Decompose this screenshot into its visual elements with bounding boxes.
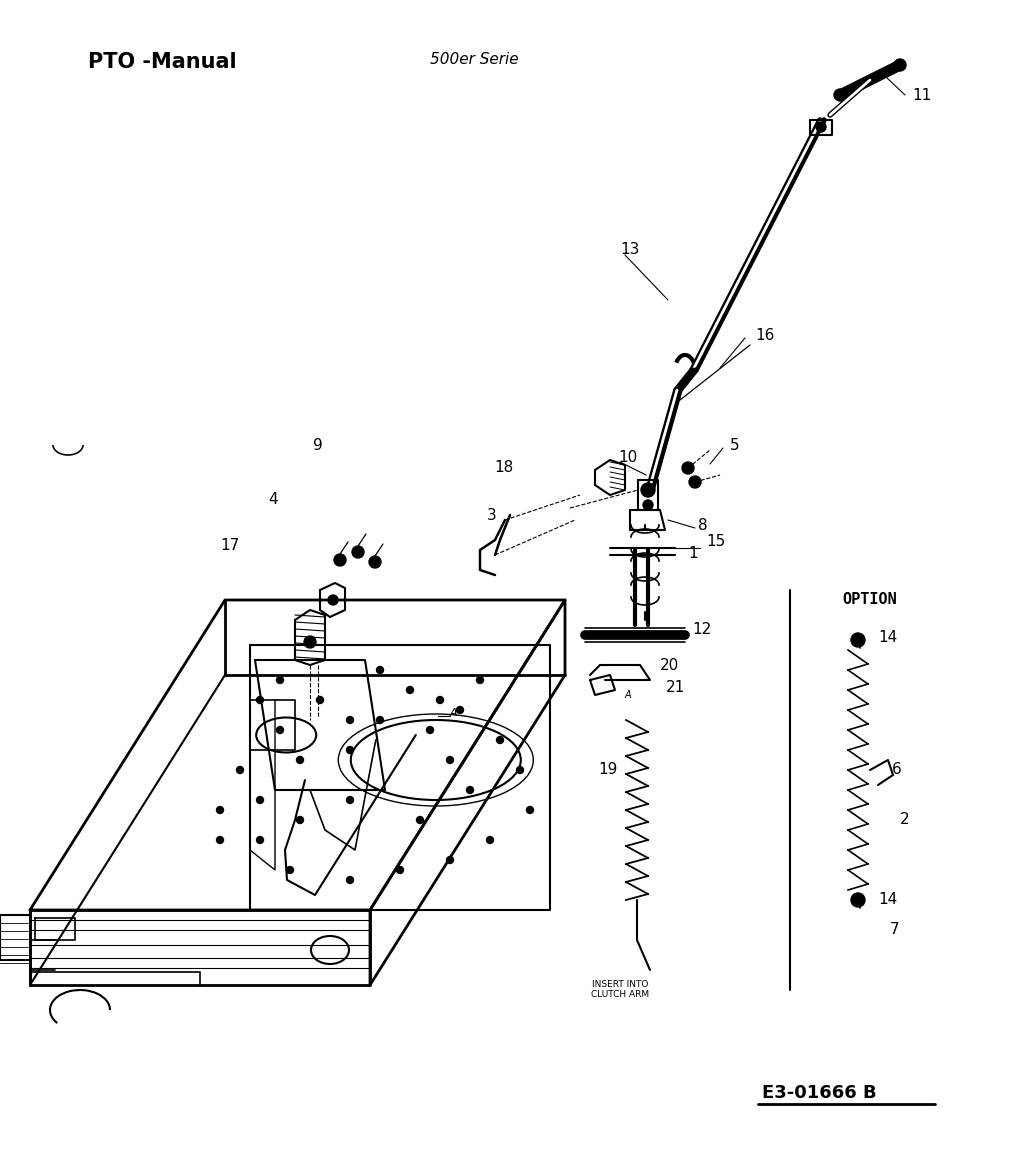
Text: 6: 6 <box>892 763 902 778</box>
Circle shape <box>317 696 323 703</box>
Circle shape <box>417 816 423 823</box>
Circle shape <box>296 757 303 764</box>
Text: 20: 20 <box>660 658 679 673</box>
Circle shape <box>456 707 463 714</box>
Circle shape <box>304 637 316 648</box>
Circle shape <box>816 121 826 132</box>
Circle shape <box>477 676 484 683</box>
Circle shape <box>296 816 303 823</box>
Text: 14: 14 <box>878 631 897 646</box>
Text: 2: 2 <box>900 813 909 827</box>
Circle shape <box>526 806 534 813</box>
Text: 16: 16 <box>755 327 774 342</box>
Circle shape <box>466 786 474 793</box>
Text: OPTION: OPTION <box>842 592 898 607</box>
Text: PTO -Manual: PTO -Manual <box>88 53 236 72</box>
Text: 21: 21 <box>666 681 685 695</box>
Text: INSERT INTO
CLUTCH ARM: INSERT INTO CLUTCH ARM <box>591 980 649 1000</box>
Circle shape <box>347 876 354 883</box>
Text: 18: 18 <box>494 460 513 475</box>
Circle shape <box>257 696 263 703</box>
Circle shape <box>851 633 865 647</box>
Circle shape <box>257 797 263 804</box>
Circle shape <box>347 746 354 753</box>
Circle shape <box>217 836 224 843</box>
Circle shape <box>396 867 404 874</box>
Text: 14: 14 <box>878 892 897 908</box>
Circle shape <box>643 500 653 510</box>
Circle shape <box>328 595 338 605</box>
Text: 3: 3 <box>487 508 496 522</box>
Text: 8: 8 <box>698 517 708 533</box>
Circle shape <box>217 806 224 813</box>
Circle shape <box>236 766 244 773</box>
Text: 12: 12 <box>692 623 711 638</box>
Circle shape <box>426 726 433 734</box>
Circle shape <box>347 797 354 804</box>
Text: 4: 4 <box>268 493 278 508</box>
Circle shape <box>894 60 906 71</box>
Text: 5: 5 <box>730 438 740 452</box>
Text: A: A <box>450 708 457 718</box>
Circle shape <box>641 484 655 498</box>
Circle shape <box>277 726 284 734</box>
Circle shape <box>437 696 444 703</box>
Circle shape <box>447 757 453 764</box>
Text: 1: 1 <box>688 545 698 561</box>
Text: 19: 19 <box>598 763 617 778</box>
Circle shape <box>407 687 414 694</box>
Circle shape <box>447 856 453 863</box>
Circle shape <box>834 89 846 100</box>
Circle shape <box>277 676 284 683</box>
Text: E3-01666 B: E3-01666 B <box>762 1084 876 1101</box>
Circle shape <box>486 836 493 843</box>
Text: 9: 9 <box>313 438 323 452</box>
Circle shape <box>347 716 354 723</box>
Circle shape <box>682 463 694 474</box>
Text: 15: 15 <box>706 535 725 549</box>
Text: 7: 7 <box>890 923 900 938</box>
Text: 10: 10 <box>618 451 637 466</box>
Circle shape <box>352 545 364 558</box>
Circle shape <box>287 867 293 874</box>
Circle shape <box>851 894 865 908</box>
Circle shape <box>377 667 384 674</box>
Circle shape <box>496 737 504 744</box>
Text: 17: 17 <box>220 537 239 552</box>
Circle shape <box>377 716 384 723</box>
Circle shape <box>334 554 346 566</box>
Text: 13: 13 <box>620 243 640 257</box>
Text: 11: 11 <box>912 88 931 103</box>
Circle shape <box>369 556 381 568</box>
Circle shape <box>257 836 263 843</box>
Circle shape <box>516 766 523 773</box>
Text: A: A <box>625 690 632 700</box>
Text: 500er Serie: 500er Serie <box>430 53 519 67</box>
Circle shape <box>689 477 701 488</box>
